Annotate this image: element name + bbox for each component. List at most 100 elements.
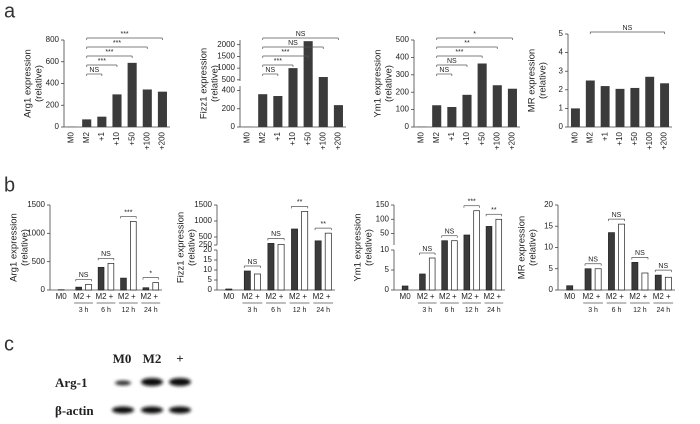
bar xyxy=(142,89,152,127)
bar-label: + xyxy=(430,292,435,301)
y-tick-label: 5 xyxy=(385,265,390,274)
bar-label: + xyxy=(496,292,501,301)
bar xyxy=(432,105,442,127)
bar-label: + xyxy=(619,292,624,301)
group-label: 24 h xyxy=(316,307,330,314)
bar-label: + xyxy=(666,292,671,301)
x-tick-label: +1 xyxy=(600,131,609,141)
bar-label: M2 xyxy=(73,292,85,301)
lane-label: M0 xyxy=(113,351,132,366)
group-label: 3 h xyxy=(422,307,432,314)
significance-label: NS xyxy=(79,272,89,279)
bar xyxy=(291,228,298,291)
significance-label: NS xyxy=(288,40,298,47)
y-tick-label: 15 xyxy=(544,221,553,230)
blot-band xyxy=(141,406,163,414)
y-tick-label: 50 xyxy=(380,229,389,238)
y-tick-label: 250 xyxy=(199,240,213,249)
x-tick-label: +200 xyxy=(660,131,669,150)
bar xyxy=(82,119,92,127)
bar xyxy=(303,41,313,127)
x-tick-label: +50 xyxy=(127,131,136,145)
significance-label: *** xyxy=(455,49,463,56)
bar-label: M2 xyxy=(118,292,130,301)
significance-label: ** xyxy=(464,40,470,47)
y-axis-label: (relative) xyxy=(528,229,539,266)
significance-label: NS xyxy=(89,67,99,74)
significance-label: *** xyxy=(274,58,282,65)
bar xyxy=(225,288,233,291)
significance-label: *** xyxy=(105,49,113,56)
x-tick-label: +10 xyxy=(112,131,121,145)
y-tick-label: 0 xyxy=(208,285,213,294)
bar-label: M2 xyxy=(140,292,152,301)
significance-label: NS xyxy=(439,67,449,74)
y-tick-label: 600 xyxy=(46,57,60,66)
bar-label: + xyxy=(279,292,284,301)
panel-label: c xyxy=(4,333,14,355)
y-tick-label: 800 xyxy=(46,35,60,44)
y-axis-label: (relative) xyxy=(210,65,221,102)
bar xyxy=(660,83,670,127)
y-tick-label: 0 xyxy=(55,122,60,131)
bar xyxy=(419,273,426,291)
y-tick-label: 0 xyxy=(231,122,236,131)
significance-label: *** xyxy=(468,199,476,206)
blot-band xyxy=(112,406,134,414)
bar-label: M2 xyxy=(242,292,254,301)
bar xyxy=(664,276,672,291)
bar xyxy=(477,63,487,127)
bar xyxy=(600,86,610,127)
bar xyxy=(120,277,127,291)
bar xyxy=(428,257,436,291)
bar-label: M0 xyxy=(400,292,412,301)
group-label: 3 h xyxy=(588,307,598,314)
x-tick-label: M0 xyxy=(243,131,252,143)
bar-label: M0 xyxy=(223,292,235,301)
x-tick-label: M0 xyxy=(571,131,580,143)
x-tick-label: +100 xyxy=(318,131,327,150)
bar xyxy=(152,282,159,291)
bar xyxy=(401,285,409,291)
significance-label: * xyxy=(149,270,152,277)
y-axis-label: (relative) xyxy=(20,229,31,266)
y-tick-label: 0 xyxy=(549,285,554,294)
y-tick-label: 1500 xyxy=(27,200,45,209)
bar xyxy=(130,221,137,291)
y-tick-label: 1500 xyxy=(194,200,212,209)
bar xyxy=(258,94,268,127)
y-tick-label: 150 xyxy=(376,200,390,209)
y-tick-label: 400 xyxy=(396,53,410,62)
y-tick-label: 400 xyxy=(222,86,236,95)
panel-label: b xyxy=(4,174,15,196)
x-tick-label: +10 xyxy=(462,131,471,145)
significance-label: NS xyxy=(623,25,633,32)
y-tick-label: 2000 xyxy=(217,40,235,49)
bar xyxy=(273,96,283,127)
x-tick-label: +1 xyxy=(273,131,282,141)
bar-label: + xyxy=(643,292,648,301)
y-axis-label: Arg1 expression xyxy=(23,49,34,118)
y-axis-label: Arg1 expression xyxy=(9,213,20,282)
significance-label: *** xyxy=(98,58,106,65)
bar xyxy=(75,286,82,291)
bar xyxy=(485,226,493,291)
bar xyxy=(507,88,517,127)
x-tick-label: M0 xyxy=(67,131,76,143)
y-tick-label: 100 xyxy=(376,214,390,223)
significance-label: NS xyxy=(296,31,306,38)
bar-label: M2 xyxy=(483,292,495,301)
y-tick-label: 5 xyxy=(559,29,564,38)
y-tick-label: 1500 xyxy=(217,52,235,61)
x-tick-label: +50 xyxy=(477,131,486,145)
bar xyxy=(107,263,115,291)
group-label: 12 h xyxy=(122,307,136,314)
bar xyxy=(608,232,615,291)
blot-band xyxy=(169,406,191,414)
y-tick-label: 1000 xyxy=(217,63,235,72)
bar-label: M2 xyxy=(265,292,277,301)
significance-label: ** xyxy=(491,207,497,214)
bar-label: M2 xyxy=(439,292,451,301)
western-blot: M0 M2 + Arg-1 β-actin xyxy=(55,351,191,418)
y-axis-label: (relative) xyxy=(187,229,198,266)
